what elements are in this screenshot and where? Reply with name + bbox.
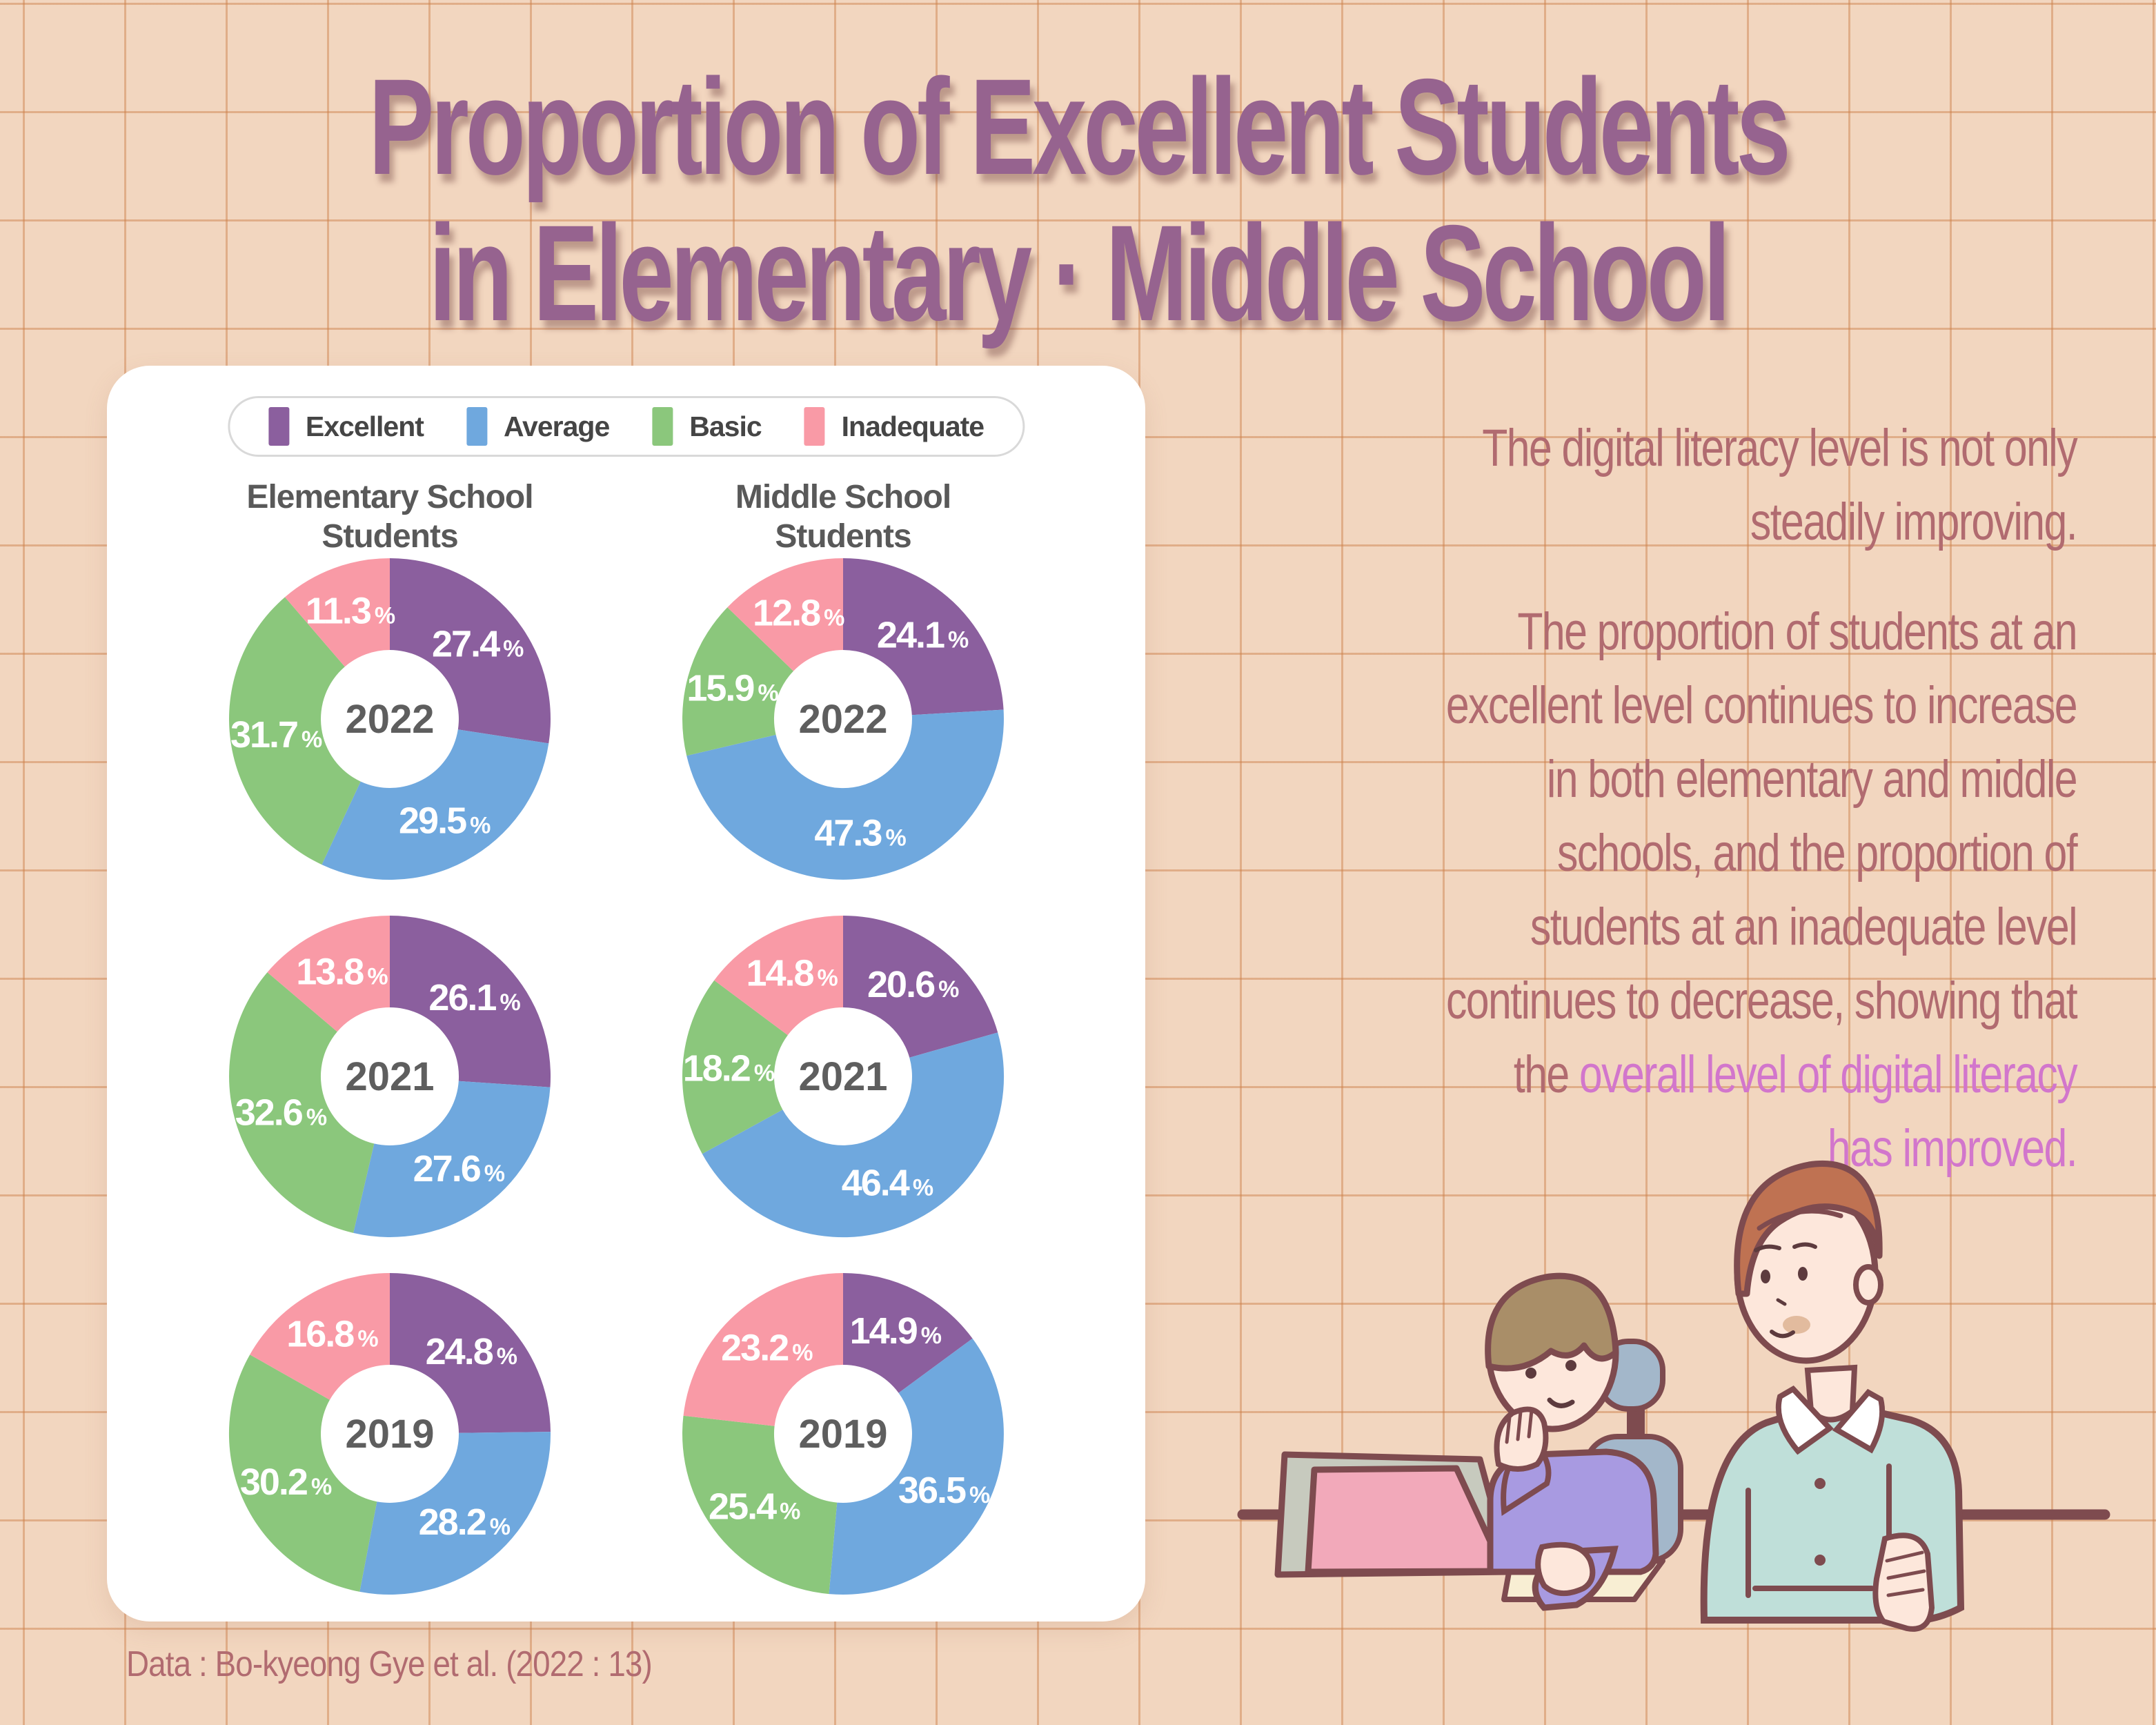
commentary-line: excellent level continues to increase [1445, 676, 2078, 735]
slice-excellent [390, 558, 551, 744]
year-label: 2019 [798, 1412, 887, 1457]
adult-blush [1783, 1316, 1810, 1334]
commentary-paragraph-2: The proportion of students at an excellen… [1348, 595, 2078, 1185]
adult-hand [1872, 1532, 1935, 1632]
adult-collar-left [1775, 1385, 1834, 1455]
commentary-paragraph-1: The digital literacy level is not only st… [1348, 411, 2077, 559]
legend-item-excellent: Excellent [268, 407, 424, 446]
column-header-line: Elementary School [246, 479, 533, 515]
slice-basic [229, 597, 361, 865]
column-header-middle: Middle School Students [636, 477, 1050, 556]
child [1485, 1272, 1659, 1611]
year-label: 2021 [345, 1054, 434, 1099]
year-label: 2022 [798, 697, 887, 742]
slice-basic [228, 1354, 377, 1592]
commentary-line: The digital literacy level is not only [1482, 419, 2077, 477]
commentary-line: The proportion of students at an [1517, 602, 2077, 661]
child-writing-hand [1535, 1541, 1596, 1597]
slice-excellent [843, 1273, 973, 1393]
legend-item-inadequate: Inadequate [804, 407, 985, 446]
slice-average [702, 1032, 1005, 1238]
legend-swatch-excellent [268, 407, 289, 446]
legend-swatch-inadequate [804, 407, 825, 446]
page-title-line1: Proportion of Excellent Students [368, 50, 1791, 203]
slice-inadequate [683, 1273, 843, 1426]
slice-inadequate [727, 558, 843, 671]
slice-average [829, 1338, 1004, 1595]
donut-chart-elementary-2019: 24.8 %28.2 %30.2 %16.8 %2019 [228, 1273, 551, 1595]
slice-basic [682, 1415, 838, 1595]
year-label: 2022 [345, 697, 434, 742]
slice-label-average: 29.5% [399, 800, 491, 841]
donut-chart-middle-2022: 24.1 %47.3 %15.9 %12.8 %2022 [682, 558, 1004, 880]
legend-label: Inadequate [841, 410, 985, 442]
column-header-line: Middle School [735, 479, 951, 515]
highlighted-text: has improved. [1827, 1119, 2078, 1178]
donut-chart-middle-2019: 14.9 %36.5 %25.4 %23.2 %2019 [682, 1273, 1004, 1595]
adult [1700, 1161, 1965, 1632]
slice-average [322, 729, 549, 880]
child-smile [1547, 1397, 1575, 1408]
column-header-elementary: Elementary School Students [183, 477, 597, 556]
adult-ear [1853, 1264, 1883, 1305]
chart-card: Excellent Average Basic Inadequate Eleme… [107, 366, 1145, 1621]
year-label: 2019 [345, 1412, 434, 1457]
slice-basic [682, 607, 793, 756]
page-title-line2: in Elementary · Middle School [428, 197, 1731, 349]
highlighted-text: overall level of digital literacy [1579, 1045, 2078, 1104]
adult-smile [1770, 1330, 1795, 1339]
page-title: Proportion of Excellent Students in Elem… [0, 54, 2156, 346]
data-source-note: Data : Bo-kyeong Gye et al. (2022 : 13) [126, 1644, 653, 1684]
legend-swatch-average [466, 407, 487, 446]
slice-label-average: 36.5% [898, 1470, 990, 1511]
legend-label: Basic [689, 410, 762, 442]
slice-basic [229, 972, 375, 1233]
commentary-text: The digital literacy level is not only st… [1348, 411, 2078, 1185]
slice-inadequate [267, 916, 390, 1032]
commentary-line: steadily improving. [1750, 493, 2078, 551]
chart-legend: Excellent Average Basic Inadequate [227, 396, 1025, 457]
slice-excellent [843, 916, 998, 1058]
commentary-line: has improved. [1348, 1112, 2078, 1185]
donut-chart-elementary-2022: 27.4 %29.5 %31.7 %11.3 %2022 [229, 558, 551, 880]
commentary-line: the overall level of digital literacy [1513, 1045, 2078, 1104]
slice-inadequate [250, 1273, 390, 1400]
slice-average [353, 1081, 551, 1237]
legend-item-average: Average [466, 407, 610, 446]
commentary-line: schools, and the proportion of [1556, 824, 2078, 883]
child-hair [1485, 1272, 1619, 1372]
slice-basic [682, 980, 788, 1154]
column-header-line: Students [775, 518, 911, 555]
column-header-line: Students [322, 518, 458, 555]
slice-average [359, 1432, 551, 1595]
legend-label: Average [503, 410, 610, 442]
slice-label-excellent: 26.1% [428, 977, 520, 1018]
slice-label-basic: 18.2% [683, 1048, 775, 1090]
year-label: 2021 [798, 1054, 887, 1099]
commentary-line: in both elementary and middle [1546, 750, 2078, 809]
donut-chart-middle-2021: 20.6 %46.4 %18.2 %14.8 %2021 [682, 916, 1005, 1238]
slice-excellent [843, 558, 1004, 716]
adult-hair [1734, 1161, 1883, 1297]
illustration-study-scene [1237, 1161, 2110, 1632]
slice-excellent [390, 1273, 551, 1433]
legend-label: Excellent [305, 410, 424, 442]
commentary-line: students at an inadequate level [1530, 898, 2078, 956]
slice-label-inadequate: 12.8% [753, 592, 844, 633]
donut-chart-elementary-2021: 26.1 %27.6 %32.6 %13.8 %2021 [229, 916, 551, 1237]
adult-collar-right [1832, 1388, 1886, 1454]
slice-average [686, 709, 1004, 880]
legend-item-basic: Basic [652, 407, 762, 446]
laptop [1274, 1451, 1514, 1578]
commentary-line: continues to decrease, showing that [1445, 972, 2078, 1030]
slice-inadequate [714, 916, 843, 1036]
slice-excellent [390, 916, 551, 1087]
legend-swatch-basic [652, 407, 673, 446]
slice-inadequate [285, 558, 390, 667]
